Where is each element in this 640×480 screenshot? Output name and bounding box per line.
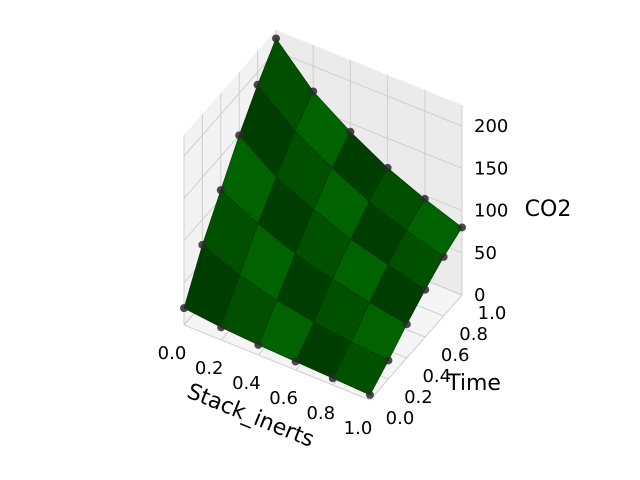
y-tick-label: 0.2 [404,387,433,408]
data-point [254,340,263,349]
data-point [216,186,225,195]
data-point [253,80,262,89]
x-tick-label: 0.0 [158,343,187,364]
x-tick-label: 0.4 [232,373,261,394]
axes: 0.00.20.40.60.81.0 0.00.20.40.60.81.00501… [158,116,509,439]
data-markers [180,34,466,399]
data-point [421,285,430,294]
data-point [309,87,318,96]
data-point [346,127,355,136]
data-point [420,194,429,203]
x-tick-label: 1.0 [344,418,373,439]
data-point [384,356,393,365]
y-tick-label: 0.4 [422,366,451,387]
y-tick-label: 0.0 [386,408,415,429]
surface-mesh [183,37,463,396]
data-point [291,357,300,366]
z-tick-label: 150 [474,158,508,179]
z-tick-label: 0 [474,285,485,306]
data-point [217,323,226,332]
x-tick-label: 0.6 [269,388,298,409]
y-tick-label: 1.0 [478,303,507,324]
data-point [328,374,337,383]
data-point [235,131,244,140]
x-tick-label: 0.2 [195,358,224,379]
data-point [272,34,280,43]
y-tick-label: 0.6 [441,345,470,366]
y-tick-label: 0.8 [459,324,488,345]
data-point [402,320,411,329]
z-tick-label: 200 [474,116,508,137]
data-point [439,252,448,261]
data-point [458,223,466,232]
z-axis-label: CO2 [525,197,572,222]
x-tick-label: 0.8 [306,403,335,424]
y-axis-label: Time [446,371,501,396]
data-point [198,240,207,249]
data-point [383,163,392,172]
data-point [366,390,374,399]
z-tick-label: 50 [474,243,497,264]
z-tick-label: 100 [474,201,508,222]
data-point [180,304,188,313]
